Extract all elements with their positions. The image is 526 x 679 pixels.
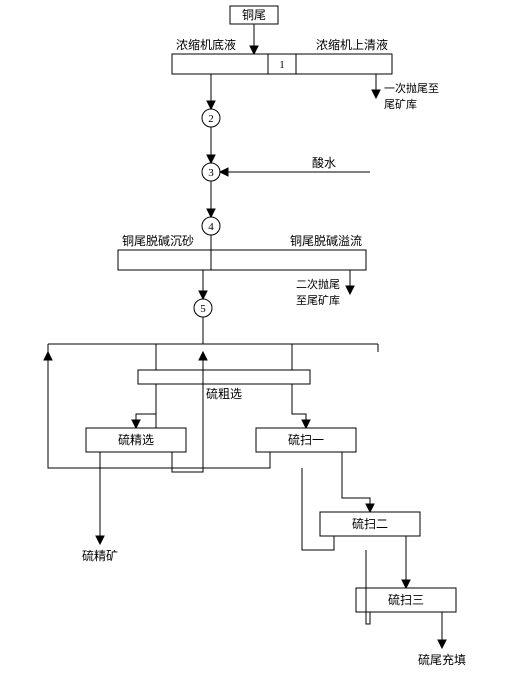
arrowhead-conc-out (96, 536, 104, 544)
arrowhead-rough-scan1 (302, 420, 310, 428)
split2-right-label: 铜尾脱碱溢流 (290, 233, 362, 248)
arrowhead-start (250, 46, 258, 54)
split1-num: 1 (279, 59, 285, 71)
arrowhead-scan1-recycle (44, 352, 52, 360)
circle5-num: 5 (200, 303, 206, 315)
split1-left-label: 浓缩机底液 (176, 37, 236, 52)
arrowhead-c3-c4 (207, 209, 215, 217)
rough-box (138, 370, 310, 384)
arrowhead-s1-c2 (207, 101, 215, 109)
scan3-recycle (366, 550, 370, 624)
arrowhead-c2-c3 (207, 155, 215, 163)
arrowhead-s1-right (372, 90, 380, 98)
tail1-l2: 尾矿库 (384, 98, 417, 111)
arrowhead-s2-c5 (199, 291, 207, 299)
circle2-num: 2 (208, 113, 214, 125)
scan1-to-scan2 (342, 452, 370, 512)
arrowhead-s2-right (346, 286, 354, 294)
arrowhead-scan2-scan3 (402, 580, 410, 588)
tail2-l1: 二次抛尾 (296, 277, 340, 291)
scan2-recycle (302, 468, 334, 550)
arrowhead-conc-recycle (199, 352, 207, 360)
tail1-l1: 一次抛尾至 (384, 81, 439, 95)
arrowhead-scan1-scan2 (366, 504, 374, 512)
split2-box (118, 250, 366, 270)
split2-left-label: 铜尾脱碱沉砂 (122, 233, 194, 248)
rough-label: 硫粗选 (206, 386, 242, 401)
circle3-num: 3 (208, 167, 214, 179)
scan1-label: 硫扫一 (288, 432, 324, 447)
output-conc-label: 硫精矿 (82, 548, 118, 563)
acid-arrowhead (220, 168, 228, 176)
circle4-num: 4 (208, 221, 214, 233)
scan2-label: 硫扫二 (352, 516, 388, 531)
acid-label: 酸水 (312, 155, 336, 170)
concentrate-label: 硫精选 (118, 432, 154, 447)
start-label: 铜尾 (242, 7, 266, 22)
arrowhead-rough-conc (132, 420, 140, 428)
scan3-label: 硫扫三 (388, 592, 424, 607)
output-fill-label: 硫尾充填 (418, 652, 466, 667)
arrowhead-scan3-out (438, 640, 446, 648)
tail2-l2: 至尾矿库 (296, 294, 340, 307)
split1-right-label: 浓缩机上清液 (316, 37, 388, 52)
